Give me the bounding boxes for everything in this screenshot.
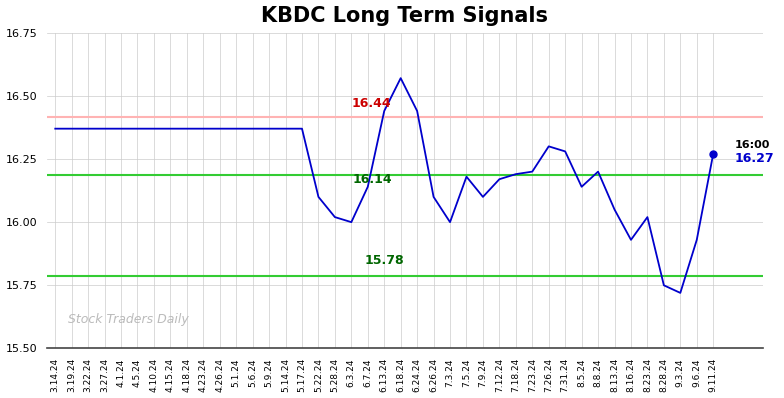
Text: 16.44: 16.44 (351, 97, 391, 110)
Text: 16:00: 16:00 (735, 140, 770, 150)
Title: KBDC Long Term Signals: KBDC Long Term Signals (261, 6, 548, 25)
Text: Stock Traders Daily: Stock Traders Daily (68, 313, 189, 326)
Text: 16.27: 16.27 (735, 152, 775, 164)
Text: 15.78: 15.78 (365, 254, 404, 267)
Text: 16.14: 16.14 (353, 173, 393, 186)
